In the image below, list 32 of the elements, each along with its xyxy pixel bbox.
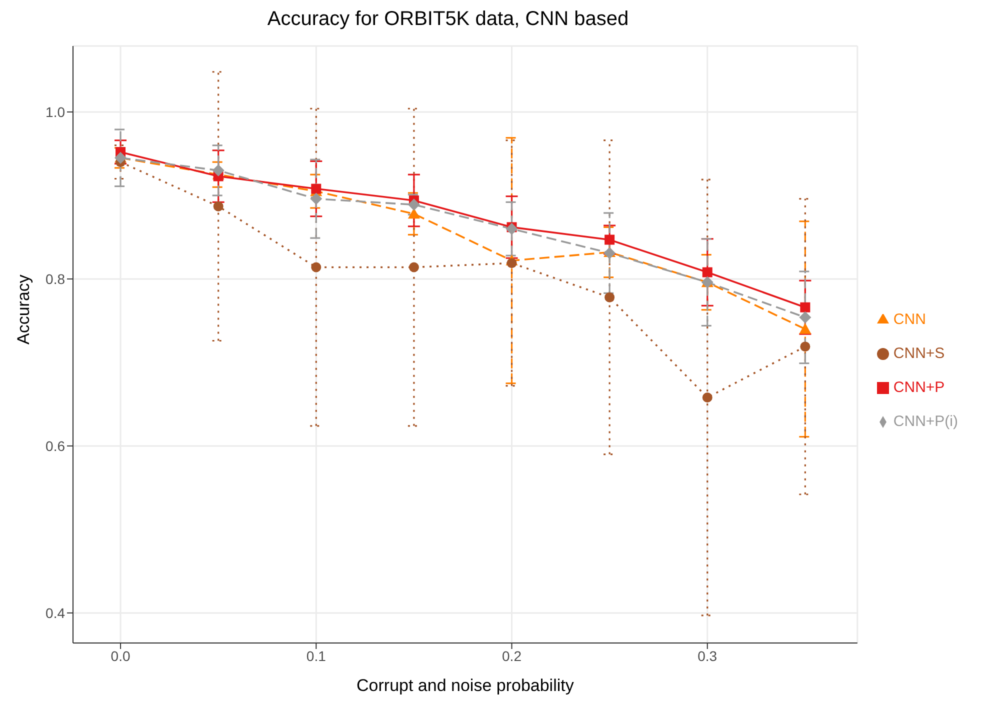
point	[604, 292, 615, 302]
y-tick-label: 0.6	[46, 438, 66, 454]
x-tick-label: 0.2	[502, 648, 522, 664]
point	[311, 184, 322, 194]
x-tick-label: 0.1	[306, 648, 326, 664]
point	[408, 262, 419, 272]
point	[311, 262, 322, 272]
point	[310, 192, 322, 205]
point	[799, 323, 812, 334]
x-axis-title: Corrupt and noise probability	[356, 676, 574, 695]
point	[800, 302, 810, 312]
x-tick-label: 0.3	[698, 648, 718, 664]
point	[604, 234, 615, 245]
point	[213, 201, 224, 212]
y-tick-label: 0.4	[46, 604, 66, 621]
point	[506, 222, 518, 235]
chart-title: Accuracy for ORBIT5K data, CNN based	[266, 8, 630, 32]
y-tick-label: 1.0	[46, 104, 66, 120]
point	[408, 198, 420, 211]
point	[212, 164, 224, 176]
point	[702, 392, 712, 403]
point	[702, 267, 712, 278]
legend-label: CNN+P(i)	[893, 412, 958, 430]
legend-label: CNN+P	[893, 378, 945, 396]
point	[800, 342, 810, 352]
y-tick-label: 0.8	[46, 270, 66, 287]
point	[506, 258, 517, 268]
y-axis-title: Accuracy	[14, 274, 34, 344]
x-tick-label: 0.0	[110, 648, 130, 664]
legend-label: CNN	[893, 310, 926, 328]
legend-label: CNN+S	[893, 344, 945, 362]
point	[799, 311, 812, 324]
